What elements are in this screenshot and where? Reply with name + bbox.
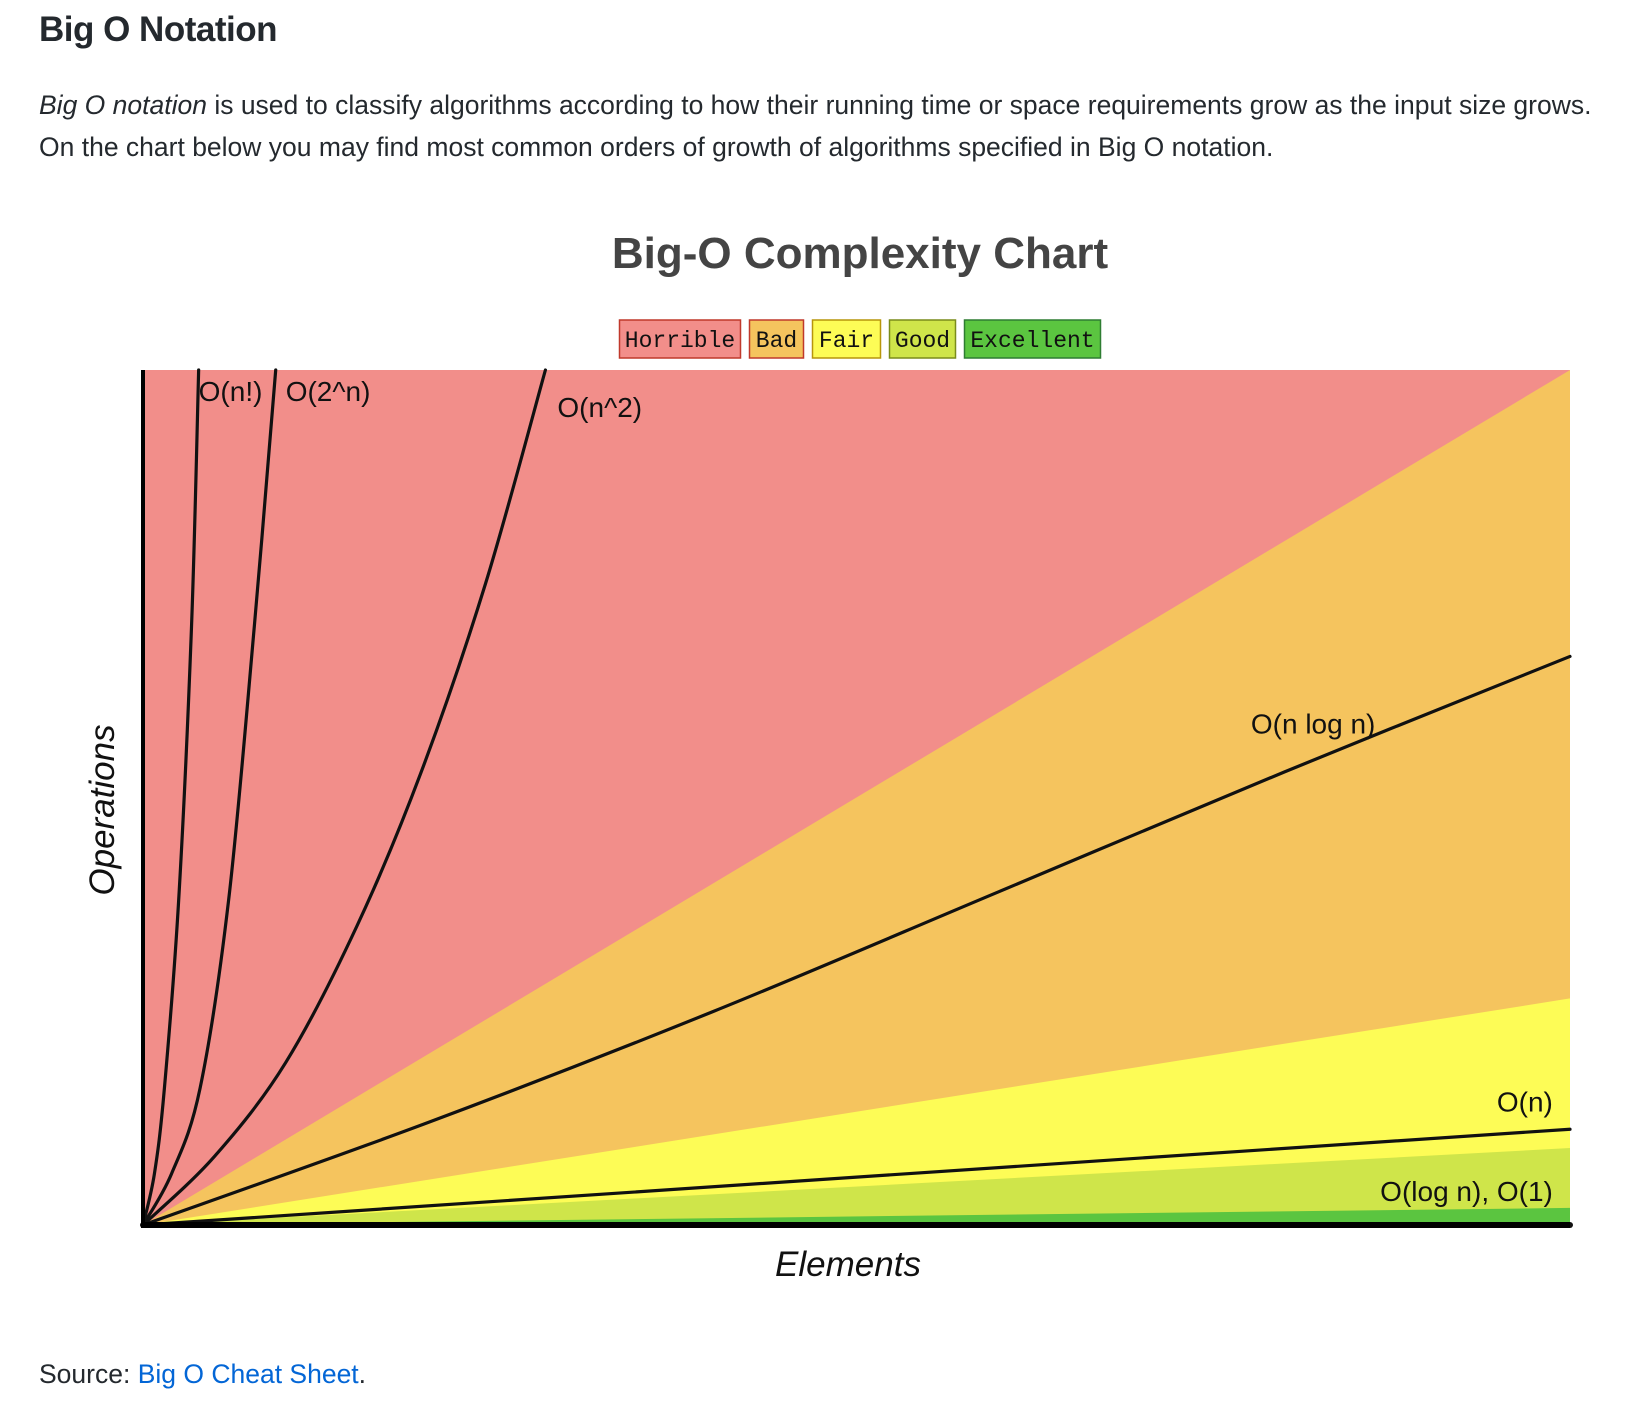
- curve-label-o-log-n-o-1: O(log n), O(1): [1380, 1176, 1553, 1207]
- curve-label-o-n-log-n: O(n log n): [1251, 708, 1376, 739]
- legend-label-bad: Bad: [756, 328, 797, 354]
- legend-label-excellent: Excellent: [970, 328, 1094, 354]
- y-axis-label: Operations: [83, 724, 122, 895]
- curve-o-n-2: [141, 368, 548, 1227]
- chart-title: Big-O Complexity Chart: [612, 229, 1109, 278]
- curve-label-o-n: O(n): [1497, 1086, 1553, 1117]
- curve-o-n: [141, 1127, 1572, 1227]
- curve-o-2-n: [141, 368, 278, 1227]
- x-axis-label: Elements: [775, 1245, 921, 1284]
- source-link[interactable]: Big O Cheat Sheet: [137, 1359, 359, 1389]
- legend-label-good: Good: [895, 328, 950, 354]
- legend-label-fair: Fair: [819, 328, 874, 354]
- region-good: [143, 1148, 1570, 1225]
- chart-legend: Horrible Bad Fair Good Excellent: [618, 319, 1102, 359]
- legend-swatch-good: [888, 319, 957, 359]
- legend-swatch-fair: [811, 319, 882, 359]
- legend-swatch-horrible: [618, 319, 742, 359]
- source-suffix: .: [358, 1359, 367, 1389]
- complexity-regions: [143, 370, 1570, 1225]
- curve-labels: O(n!) O(2^n) O(n^2) O(n log n) O(n) O(log n),…: [199, 376, 1553, 1207]
- curve-label-o-2-n: O(2^n): [286, 376, 371, 407]
- complexity-chart: Big-O Complexity Chart Horrible Bad Fair Go…: [83, 229, 1573, 1284]
- intro-term: Big O notation: [39, 90, 207, 120]
- legend-label-horrible: Horrible: [625, 328, 735, 354]
- curve-label-o-n: O(n!): [199, 376, 263, 407]
- curve-o-n-log-n: [141, 654, 1572, 1227]
- intro-text: is used to classify algorithms according…: [39, 90, 1592, 162]
- chart-axes: [141, 370, 1570, 1228]
- legend-swatch-excellent: [963, 319, 1102, 359]
- source-prefix: Source:: [39, 1359, 138, 1389]
- page-heading: Big O Notation: [39, 10, 277, 49]
- legend-swatch-bad: [748, 319, 805, 359]
- curve-o-n: [141, 368, 201, 1227]
- intro-paragraph: Big O notation is used to classify algor…: [39, 84, 1619, 168]
- region-excellent: [143, 1207, 1570, 1225]
- region-bad: [143, 370, 1570, 1225]
- source-line: Source: Big O Cheat Sheet.: [39, 1355, 366, 1393]
- curve-label-o-n-2: O(n^2): [557, 392, 642, 423]
